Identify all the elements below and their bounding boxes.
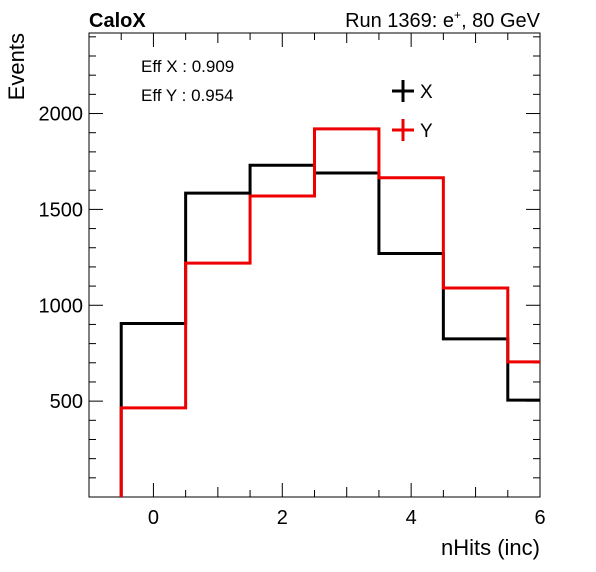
run-info-suffix: , 80 GeV (461, 10, 541, 32)
efficiency-x-label: Eff X : 0.909 (141, 57, 234, 76)
run-info-superscript: + (454, 8, 461, 22)
legend-marker-x (392, 80, 414, 102)
legend-label-y: Y (420, 121, 433, 142)
y-tick-label: 2000 (39, 104, 84, 126)
x-tick-label: 2 (277, 507, 288, 529)
y-axis-title: Events (4, 33, 29, 100)
x-tick-label: 0 (148, 507, 159, 529)
legend: X Y (392, 80, 433, 142)
axis-tick-labels: 0 2 4 6 500 1000 1500 2000 (39, 104, 546, 529)
y-tick-label: 1000 (39, 295, 84, 317)
y-tick-label: 500 (50, 391, 83, 413)
histogram-line-y (119, 127, 540, 497)
histogram-series (119, 127, 540, 497)
histogram-line-x (119, 163, 540, 497)
x-tick-label: 6 (534, 507, 545, 529)
experiment-title: CaloX (89, 10, 146, 32)
axis-ticks (88, 33, 541, 497)
x-tick-label: 4 (406, 507, 417, 529)
legend-marker-y (392, 119, 414, 141)
run-info-prefix: Run 1369: e (345, 10, 454, 32)
x-axis-title: nHits (inc) (441, 535, 540, 560)
legend-label-x: X (420, 82, 433, 103)
efficiency-y-label: Eff Y : 0.954 (141, 86, 234, 105)
run-info: Run 1369: e+, 80 GeV (345, 8, 541, 32)
y-tick-label: 1500 (39, 199, 84, 221)
